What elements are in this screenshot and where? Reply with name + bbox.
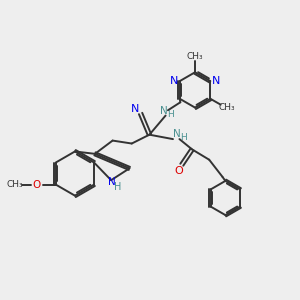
- Text: H: H: [114, 182, 121, 192]
- Text: N: N: [131, 104, 140, 114]
- Text: H: H: [180, 133, 187, 142]
- Text: N: N: [172, 129, 180, 139]
- Text: CH₃: CH₃: [187, 52, 203, 61]
- Text: N: N: [108, 177, 116, 187]
- Text: N: N: [212, 76, 220, 86]
- Text: O: O: [175, 166, 183, 176]
- Text: CH₃: CH₃: [7, 180, 23, 189]
- Text: N: N: [170, 76, 178, 86]
- Text: N: N: [160, 106, 168, 116]
- Text: H: H: [167, 110, 174, 118]
- Text: O: O: [32, 180, 41, 190]
- Text: CH₃: CH₃: [218, 103, 235, 112]
